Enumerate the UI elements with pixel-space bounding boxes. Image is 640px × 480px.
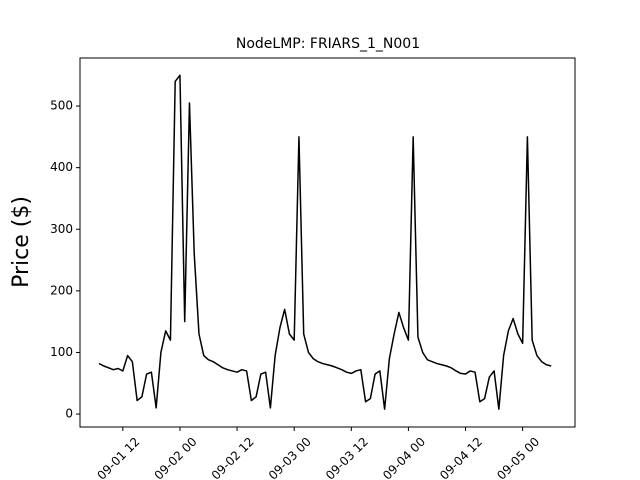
y-tick-label: 400 — [50, 160, 73, 174]
x-tick-label: 09-01 12 — [94, 435, 142, 480]
x-tick-label: 09-04 00 — [380, 435, 428, 480]
y-tick-label: 200 — [50, 283, 73, 297]
x-tick-label: 09-05 00 — [494, 435, 542, 480]
x-tick-label: 09-03 00 — [266, 435, 314, 480]
plot-frame — [79, 57, 576, 428]
y-tick-label: 0 — [65, 407, 73, 421]
x-tick-label: 09-03 12 — [323, 435, 371, 480]
x-tick-label: 09-02 00 — [152, 435, 200, 480]
y-axis-label: Price ($) — [9, 196, 34, 288]
y-tick-label: 500 — [50, 99, 73, 113]
x-tick-label: 09-04 12 — [437, 435, 485, 480]
y-tick-label: 100 — [50, 345, 73, 359]
x-tick-label: 09-02 12 — [209, 435, 257, 480]
y-tick-label: 300 — [50, 222, 73, 236]
chart-title: NodeLMP: FRIARS_1_N001 — [236, 36, 420, 52]
line — [98, 74, 552, 410]
